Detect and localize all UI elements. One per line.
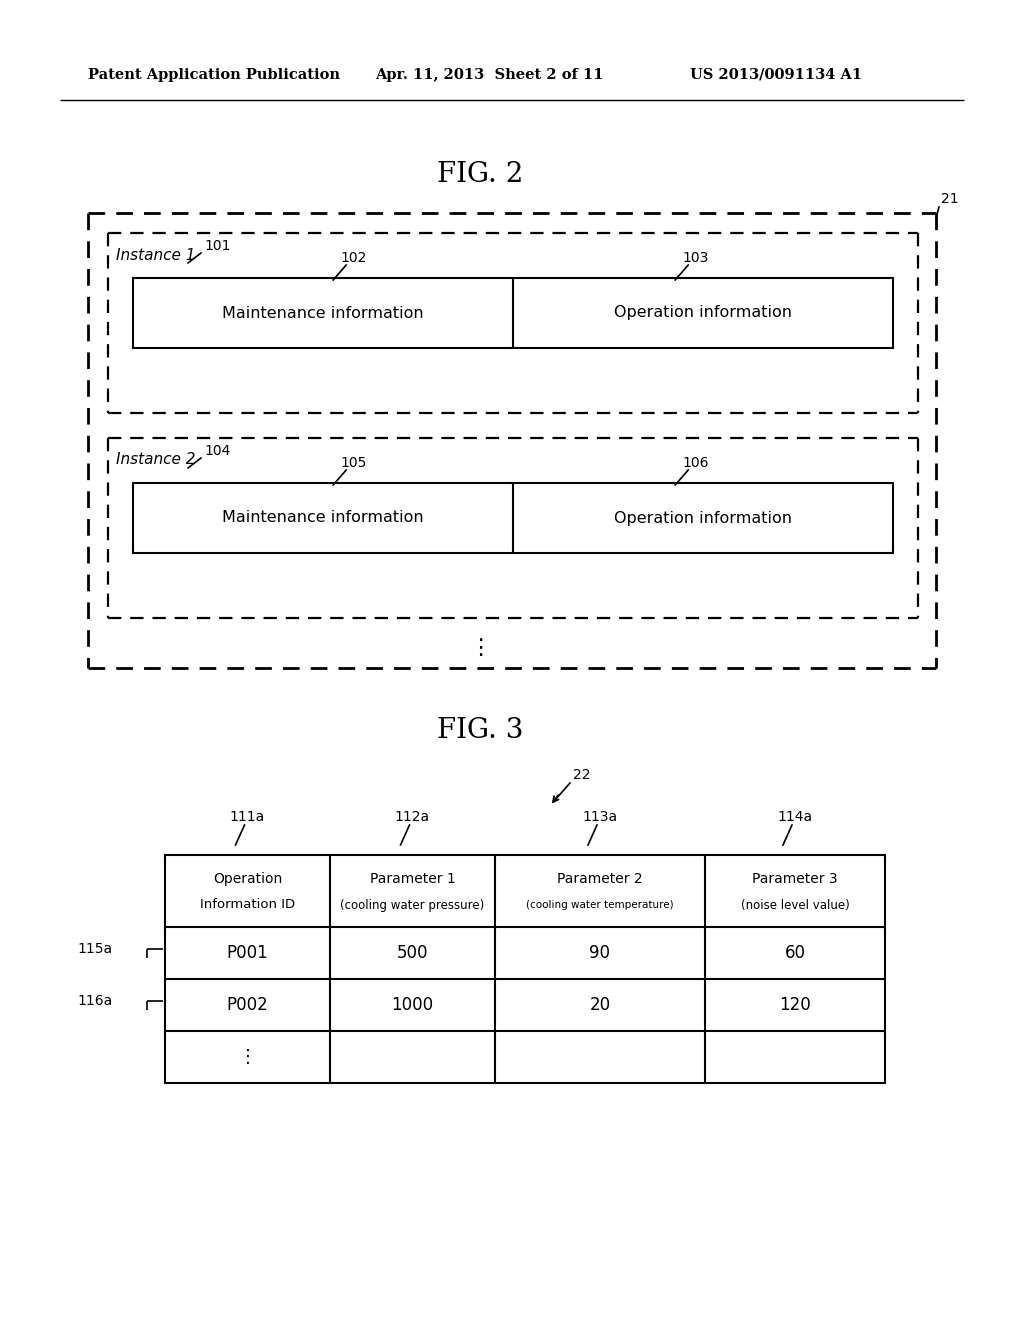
Text: P001: P001 <box>226 944 268 962</box>
Text: P002: P002 <box>226 997 268 1014</box>
Text: 101: 101 <box>204 239 230 253</box>
Text: 21: 21 <box>941 191 958 206</box>
Text: 22: 22 <box>573 768 591 781</box>
Text: 90: 90 <box>590 944 610 962</box>
Text: 102: 102 <box>340 251 367 265</box>
Text: 114a: 114a <box>777 810 813 824</box>
Text: Parameter 1: Parameter 1 <box>370 873 456 886</box>
Text: 113a: 113a <box>583 810 617 824</box>
Bar <box>133 483 893 553</box>
Text: 111a: 111a <box>229 810 265 824</box>
Text: 115a: 115a <box>78 942 113 956</box>
Text: (cooling water temperature): (cooling water temperature) <box>526 900 674 909</box>
Text: Maintenance information: Maintenance information <box>222 511 424 525</box>
Text: Parameter 3: Parameter 3 <box>753 873 838 886</box>
Text: Operation information: Operation information <box>614 511 792 525</box>
Bar <box>133 279 893 348</box>
Text: FIG. 2: FIG. 2 <box>437 161 523 189</box>
Text: Information ID: Information ID <box>200 899 295 912</box>
Text: 105: 105 <box>340 455 367 470</box>
Text: US 2013/0091134 A1: US 2013/0091134 A1 <box>690 69 862 82</box>
Text: 20: 20 <box>590 997 610 1014</box>
Text: ⋮: ⋮ <box>469 638 492 657</box>
Text: Parameter 2: Parameter 2 <box>557 873 643 886</box>
Text: FIG. 3: FIG. 3 <box>437 717 523 743</box>
Text: 60: 60 <box>784 944 806 962</box>
Text: (noise level value): (noise level value) <box>740 899 849 912</box>
Text: ⋮: ⋮ <box>239 1048 256 1067</box>
Text: 112a: 112a <box>395 810 430 824</box>
Text: 500: 500 <box>396 944 428 962</box>
Text: Maintenance information: Maintenance information <box>222 305 424 321</box>
Text: Operation: Operation <box>213 873 283 886</box>
Text: Apr. 11, 2013  Sheet 2 of 11: Apr. 11, 2013 Sheet 2 of 11 <box>375 69 603 82</box>
Text: 116a: 116a <box>78 994 113 1008</box>
Text: 103: 103 <box>682 251 709 265</box>
Text: 106: 106 <box>682 455 709 470</box>
Text: Instance 2: Instance 2 <box>116 453 196 467</box>
Text: 120: 120 <box>779 997 811 1014</box>
Text: Instance 1: Instance 1 <box>116 248 196 263</box>
Bar <box>165 855 885 1082</box>
Text: (cooling water pressure): (cooling water pressure) <box>340 899 484 912</box>
Text: 1000: 1000 <box>391 997 433 1014</box>
Text: Patent Application Publication: Patent Application Publication <box>88 69 340 82</box>
Text: Operation information: Operation information <box>614 305 792 321</box>
Text: 104: 104 <box>204 444 230 458</box>
